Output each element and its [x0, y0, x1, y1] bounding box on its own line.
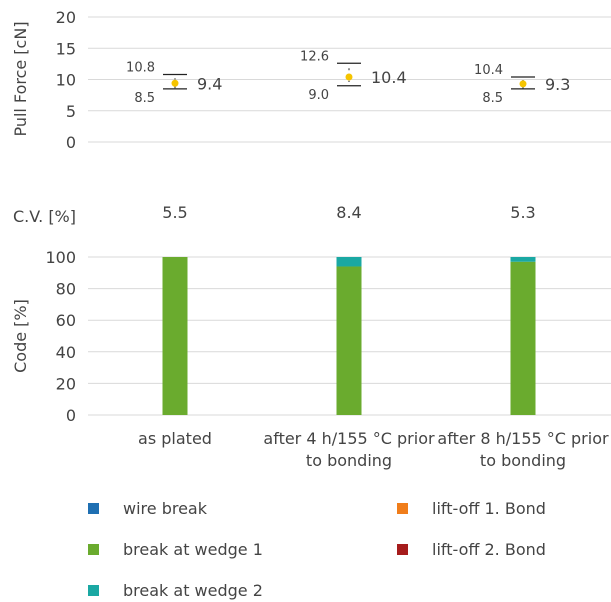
mean-point	[345, 73, 353, 81]
bar-segment-break-at-wedge-1	[162, 257, 188, 415]
bar-segment-break-at-wedge-1	[510, 261, 536, 415]
mean-point	[519, 80, 527, 88]
legend-label-break-at-wedge-1: break at wedge 1	[123, 540, 263, 559]
pull-force-tick-label: 0	[66, 133, 76, 152]
code-tick-label: 60	[56, 311, 76, 330]
legend-swatch-wire-break	[88, 503, 99, 514]
legend-swatch-lift-off-2-bond	[397, 544, 408, 555]
legend-swatch-break-at-wedge-2	[88, 585, 99, 596]
x-category-label: to bonding	[480, 451, 566, 470]
cv-value: 8.4	[336, 203, 361, 222]
pull-force-y-ticks: 0 5 10 15 20	[56, 8, 76, 152]
x-category-label: after 8 h/155 °C prior	[437, 429, 609, 448]
mean-point	[171, 79, 179, 87]
min-label: 9.0	[308, 88, 329, 103]
cv-values: 5.5 8.4 5.3	[162, 203, 535, 222]
legend-item-break-at-wedge-2: break at wedge 2	[88, 581, 263, 600]
legend-item-break-at-wedge-1: break at wedge 1	[88, 540, 263, 559]
legend-label-lift-off-2-bond: lift-off 2. Bond	[432, 540, 546, 559]
bar-segment-break-at-wedge-1	[336, 266, 362, 415]
min-label: 8.5	[134, 91, 155, 106]
mean-label: 9.3	[545, 75, 570, 94]
bar-segment-break-at-wedge-2	[336, 257, 362, 267]
code-tick-label: 0	[66, 406, 76, 425]
legend-item-lift-off-1-bond: lift-off 1. Bond	[397, 499, 546, 518]
cv-label: C.V. [%]	[13, 207, 76, 226]
code-tick-label: 20	[56, 374, 76, 393]
mean-label: 10.4	[371, 68, 407, 87]
pull-force-tick-label: 10	[56, 71, 76, 90]
max-label: 10.4	[474, 63, 503, 78]
x-category-labels: as plated after 4 h/155 °C prior to bondin…	[138, 429, 609, 470]
x-category-label: as plated	[138, 429, 212, 448]
legend-swatch-break-at-wedge-1	[88, 544, 99, 555]
bar-segment-break-at-wedge-2	[510, 257, 536, 262]
x-category-label: to bonding	[306, 451, 392, 470]
cv-value: 5.5	[162, 203, 187, 222]
code-axis-title: Code [%]	[11, 299, 30, 373]
legend-label-break-at-wedge-2: break at wedge 2	[123, 581, 263, 600]
legend-item-wire-break: wire break	[88, 499, 207, 518]
code-tick-label: 40	[56, 343, 76, 362]
code-y-ticks: 0 20 40 60 80 100	[45, 248, 76, 425]
max-label: 10.8	[126, 61, 155, 76]
pull-force-tick-label: 20	[56, 8, 76, 27]
legend-swatch-lift-off-1-bond	[397, 503, 408, 514]
pull-force-tick-label: 15	[56, 39, 76, 58]
code-bars	[162, 257, 536, 415]
legend-item-lift-off-2-bond: lift-off 2. Bond	[397, 540, 546, 559]
legend-label-lift-off-1-bond: lift-off 1. Bond	[432, 499, 546, 518]
x-category-label: after 4 h/155 °C prior	[263, 429, 435, 448]
code-tick-label: 100	[45, 248, 76, 267]
min-label: 8.5	[482, 91, 503, 106]
pull-force-tick-label: 5	[66, 102, 76, 121]
mean-label: 9.4	[197, 74, 222, 93]
pull-force-axis-title: Pull Force [cN]	[11, 21, 30, 136]
cv-value: 5.3	[510, 203, 535, 222]
max-label: 12.6	[300, 49, 329, 64]
legend-label-wire-break: wire break	[123, 499, 207, 518]
pull-force-marks: 10.8 8.5 9.4 12.6 9.0 10.4 10.4 8.5 9.3	[126, 49, 570, 106]
code-tick-label: 80	[56, 280, 76, 299]
